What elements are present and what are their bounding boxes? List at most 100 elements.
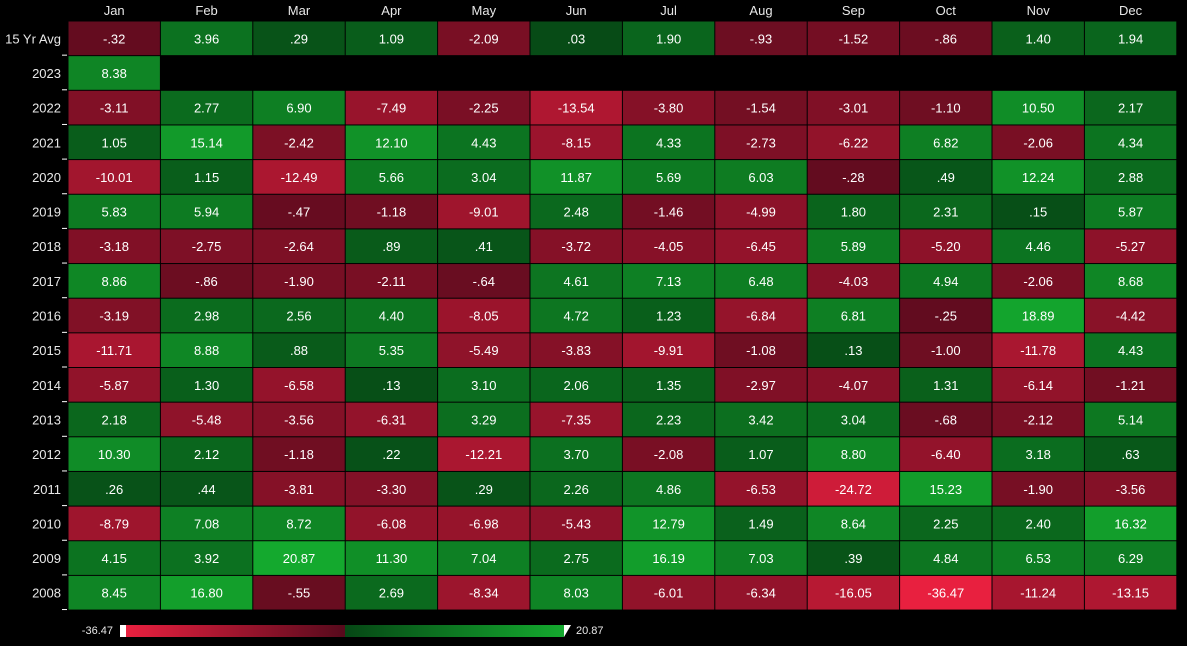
cell-value-label: 15.23 xyxy=(930,482,963,497)
cell-value-label: -1.52 xyxy=(839,31,869,46)
heatmap-cell xyxy=(807,471,900,506)
heatmap-cell xyxy=(438,264,530,298)
heatmap-cell xyxy=(68,368,160,402)
heatmap-cell xyxy=(253,264,345,298)
cell-value-label: -12.49 xyxy=(281,170,318,185)
heatmap-cell xyxy=(1084,368,1177,402)
row-label-2020: 2020 xyxy=(32,170,61,185)
heatmap-cell xyxy=(160,90,253,125)
month-header-dec: Dec xyxy=(1119,3,1143,18)
cell-value-label: 2.23 xyxy=(656,412,681,427)
heatmap-cell xyxy=(68,194,160,229)
row-label-2014: 2014 xyxy=(32,378,61,393)
heatmap-cell xyxy=(622,229,715,264)
cell-value-label: 2.75 xyxy=(564,551,589,566)
heatmap-cells: -.32 3.96 .29 1.09 -2.09 .03 1.90 -.93 -1.52 -.86… xyxy=(68,21,1177,610)
heatmap-cell xyxy=(438,506,530,541)
cell-value-label: 3.04 xyxy=(841,412,866,427)
heatmap-cell xyxy=(253,471,345,506)
cell-value-label: 1.49 xyxy=(748,516,773,531)
heatmap-cell xyxy=(715,402,807,437)
heatmap-cell xyxy=(622,506,715,541)
cell-value-label: -.86 xyxy=(935,31,957,46)
cell-value-label: 6.53 xyxy=(1026,551,1051,566)
row-label-2010: 2010 xyxy=(32,516,61,531)
heatmap-cell xyxy=(345,298,438,333)
heatmap-cell xyxy=(160,229,253,264)
heatmap-cell xyxy=(530,298,622,333)
heatmap-cell xyxy=(438,437,530,471)
cell-value-label: 4.40 xyxy=(379,309,404,324)
cell-value-label: 1.07 xyxy=(748,447,773,462)
cell-value-label: 1.09 xyxy=(379,31,404,46)
heatmap-cell xyxy=(530,402,622,437)
scale-min-label: -36.47 xyxy=(82,625,113,637)
cell-value-label: -3.81 xyxy=(284,482,314,497)
cell-value-label: 1.35 xyxy=(656,378,681,393)
heatmap-cell xyxy=(622,471,715,506)
heatmap-cell xyxy=(530,506,622,541)
heatmap-cell xyxy=(530,333,622,367)
heatmap-cell xyxy=(807,229,900,264)
cell-value-label: -8.79 xyxy=(99,516,129,531)
cell-value-label: 3.42 xyxy=(748,412,773,427)
heatmap-cell xyxy=(807,298,900,333)
heatmap-cell xyxy=(253,506,345,541)
heatmap-cell xyxy=(345,125,438,160)
heatmap-cell xyxy=(345,471,438,506)
heatmap-cell xyxy=(160,506,253,541)
heatmap-cell xyxy=(438,298,530,333)
cell-value-label: 1.23 xyxy=(656,309,681,324)
cell-value-label: .15 xyxy=(1029,205,1047,220)
cell-value-label: -1.46 xyxy=(654,205,684,220)
heatmap-cell xyxy=(1084,471,1177,506)
month-header-jul: Jul xyxy=(660,3,677,18)
heatmap-cell xyxy=(622,160,715,194)
cell-value-label: 16.19 xyxy=(652,551,685,566)
cell-value-label: -3.72 xyxy=(561,239,591,254)
heatmap-cell xyxy=(160,471,253,506)
heatmap-cell xyxy=(438,368,530,402)
heatmap-cell xyxy=(900,298,992,333)
cell-value-label: 1.05 xyxy=(102,135,127,150)
cell-value-label: 5.35 xyxy=(379,343,404,358)
cell-value-label: 5.94 xyxy=(194,205,219,220)
cell-value-label: .13 xyxy=(844,343,862,358)
cell-value-label: 3.29 xyxy=(471,412,496,427)
heatmap-cell xyxy=(900,541,992,575)
row-label-2018: 2018 xyxy=(32,239,61,254)
cell-value-label: 2.26 xyxy=(564,482,589,497)
cell-value-label: -4.03 xyxy=(839,274,869,289)
cell-value-label: -4.99 xyxy=(746,205,776,220)
cell-value-label: 2.06 xyxy=(564,378,589,393)
heatmap-cell xyxy=(992,264,1084,298)
cell-value-label: 4.72 xyxy=(564,309,589,324)
cell-value-label: 2.31 xyxy=(933,205,958,220)
heatmap-cell xyxy=(160,575,253,610)
heatmap-cell xyxy=(715,333,807,367)
heatmap-cell xyxy=(715,264,807,298)
cell-value-label: .41 xyxy=(475,239,493,254)
cell-value-label: -6.53 xyxy=(746,482,776,497)
cell-value-label: -2.09 xyxy=(469,31,499,46)
heatmap-cell xyxy=(622,298,715,333)
cell-value-label: 1.90 xyxy=(656,31,681,46)
row-label-2022: 2022 xyxy=(32,101,61,116)
heatmap-cell xyxy=(438,90,530,125)
heatmap-cell xyxy=(160,194,253,229)
cell-value-label: -11.24 xyxy=(1020,586,1056,601)
heatmap-cell xyxy=(715,506,807,541)
cell-value-label: 8.86 xyxy=(102,274,127,289)
heatmap-cell xyxy=(253,437,345,471)
cell-value-label: .03 xyxy=(567,31,585,46)
cell-value-label: 5.69 xyxy=(656,170,681,185)
heatmap-cell xyxy=(715,437,807,471)
cell-value-label: -3.80 xyxy=(654,101,684,116)
heatmap-cell xyxy=(992,471,1084,506)
cell-value-label: 4.43 xyxy=(471,135,496,150)
heatmap-cell xyxy=(992,333,1084,367)
heatmap-cell xyxy=(530,437,622,471)
cell-value-label: 4.84 xyxy=(933,551,958,566)
cell-value-label: 8.68 xyxy=(1118,274,1143,289)
cell-value-label: 2.25 xyxy=(933,516,958,531)
